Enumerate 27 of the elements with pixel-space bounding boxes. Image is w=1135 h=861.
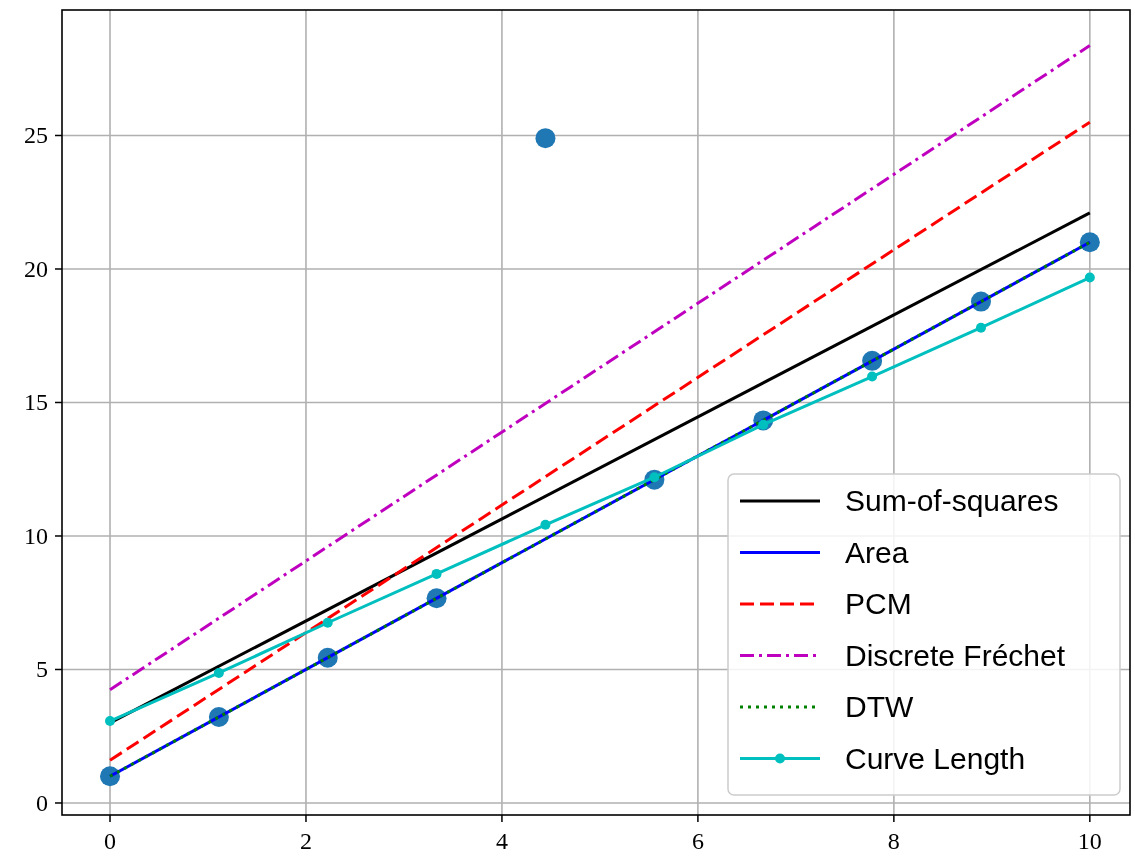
legend-label: Discrete Fréchet [845,638,1066,672]
x-tick-label: 8 [887,828,900,854]
x-tick-label: 0 [104,828,117,854]
point [1084,272,1095,283]
x-tick-label: 10 [1077,828,1102,854]
point [540,519,551,530]
y-tick-label: 5 [36,656,48,683]
y-tick-label: 25 [24,122,48,149]
y-tick-label: 15 [24,389,48,416]
y-tick-label: 20 [24,255,48,282]
legend-label: PCM [845,587,912,620]
point [535,128,556,149]
x-tick-label: 2 [299,828,312,854]
point [975,322,986,333]
y-tick-label: 0 [36,789,48,816]
point [431,568,442,579]
legend-label: DTW [845,690,914,723]
point [322,617,333,628]
point [105,716,116,727]
legend-label: Curve Length [845,741,1026,775]
x-tick-label: 6 [691,828,704,854]
legend-label: Area [845,535,909,569]
point [867,371,878,382]
point [213,667,224,678]
y-tick-label: 10 [24,522,48,549]
legend-label: Sum-of-squares [845,484,1059,517]
x-tick-label: 4 [495,828,508,854]
